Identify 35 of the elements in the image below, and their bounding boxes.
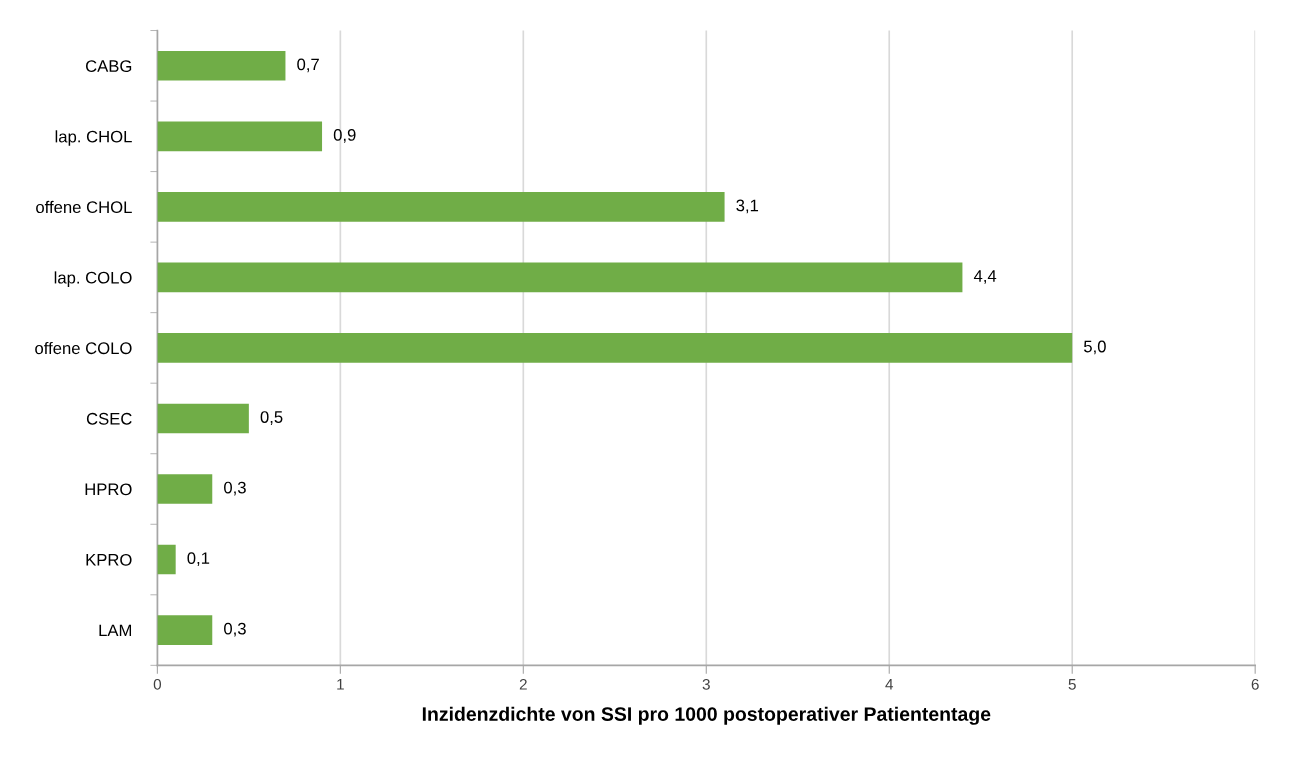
x-tick-label: 5 — [1068, 679, 1076, 690]
bar — [157, 544, 176, 575]
y-tick-label: offene COLO — [35, 341, 132, 355]
x-tick-label: 6 — [1251, 678, 1259, 690]
y-tick-label: HPRO — [85, 483, 132, 496]
data-label: 0,1 — [187, 552, 210, 566]
bar — [157, 262, 963, 293]
x-tick-label: 1 — [337, 679, 344, 690]
bar — [157, 403, 249, 434]
data-label: 4,4 — [973, 270, 997, 284]
data-label: 0,5 — [260, 411, 283, 425]
x-tick-label: 4 — [885, 679, 894, 690]
bar — [157, 50, 286, 81]
x-tick-label: 3 — [702, 678, 710, 690]
data-label: 0,9 — [333, 128, 356, 143]
y-tick-label: lap. COLO — [54, 271, 132, 287]
bar — [157, 615, 213, 645]
data-label: 3,1 — [736, 199, 759, 214]
bar — [157, 333, 1073, 363]
x-axis-title: Inzidenzdichte von SSI pro 1000 postoperativer Patiententage — [422, 706, 991, 725]
data-label: 0,3 — [224, 481, 246, 496]
x-tick-label: 2 — [519, 678, 527, 690]
y-tick-label: LAM — [99, 624, 132, 637]
bar — [157, 121, 323, 152]
y-tick-label: CABG — [85, 60, 132, 72]
x-tick-label: 0 — [153, 678, 162, 690]
data-label: 0,3 — [224, 622, 246, 637]
data-label: 0,7 — [297, 58, 319, 73]
y-tick-label: KPRO — [86, 553, 132, 566]
data-label: 5,0 — [1083, 340, 1106, 355]
y-tick-label: lap. CHOL — [55, 130, 132, 146]
y-tick-label: offene CHOL — [36, 200, 132, 214]
bar — [157, 192, 725, 222]
y-tick-label: CSEC — [86, 412, 132, 425]
bar — [157, 474, 213, 504]
